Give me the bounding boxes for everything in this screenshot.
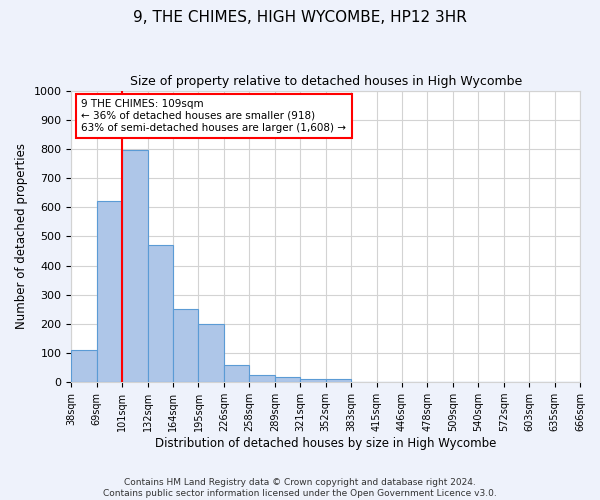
Bar xyxy=(71,350,97,382)
X-axis label: Distribution of detached houses by size in High Wycombe: Distribution of detached houses by size … xyxy=(155,437,496,450)
Title: Size of property relative to detached houses in High Wycombe: Size of property relative to detached ho… xyxy=(130,75,522,88)
Bar xyxy=(97,202,122,382)
Bar xyxy=(173,310,199,382)
Bar xyxy=(326,380,351,382)
Text: 9, THE CHIMES, HIGH WYCOMBE, HP12 3HR: 9, THE CHIMES, HIGH WYCOMBE, HP12 3HR xyxy=(133,10,467,25)
Bar xyxy=(224,364,250,382)
Text: Contains HM Land Registry data © Crown copyright and database right 2024.
Contai: Contains HM Land Registry data © Crown c… xyxy=(103,478,497,498)
Bar xyxy=(122,150,148,382)
Y-axis label: Number of detached properties: Number of detached properties xyxy=(15,144,28,330)
Text: 9 THE CHIMES: 109sqm
← 36% of detached houses are smaller (918)
63% of semi-deta: 9 THE CHIMES: 109sqm ← 36% of detached h… xyxy=(82,100,346,132)
Bar xyxy=(275,377,300,382)
Bar xyxy=(300,378,326,382)
Bar xyxy=(148,245,173,382)
Bar xyxy=(199,324,224,382)
Bar xyxy=(250,375,275,382)
